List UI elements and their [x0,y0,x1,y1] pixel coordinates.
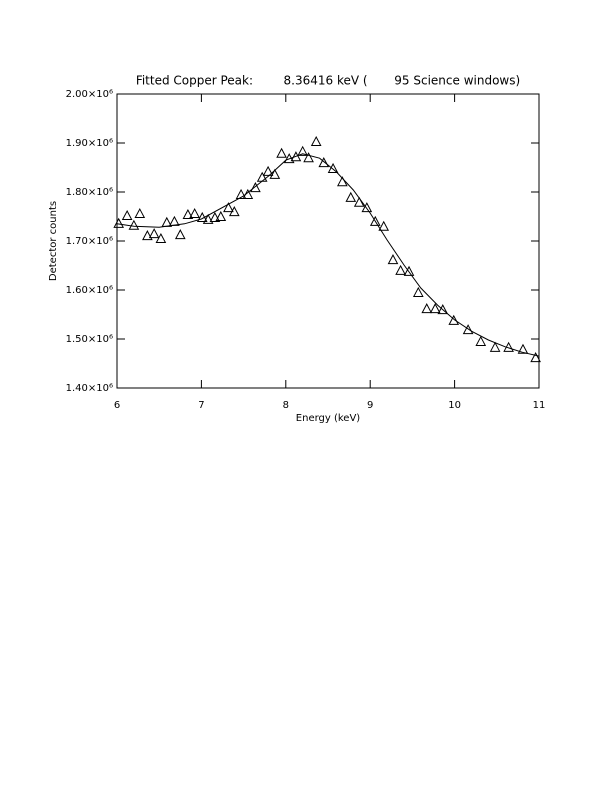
data-point [128,219,140,230]
data-point [318,157,330,168]
y-tick-label: 1.90×10⁶ [66,138,113,149]
data-point [148,228,160,239]
data-point [517,343,529,354]
data-point [262,165,274,176]
data-point [475,335,487,346]
data-point [202,213,214,224]
y-tick-label: 1.60×10⁶ [66,285,113,296]
data-point [462,324,474,335]
data-point [421,303,433,314]
data-point [361,202,373,213]
data-point [437,304,449,315]
data-point [174,229,186,240]
data-point [215,210,227,221]
data-point [303,152,314,163]
data-point [113,217,125,228]
data-point [378,220,390,231]
y-axis-label: Detector counts [48,201,59,281]
data-point [223,202,234,213]
y-tick-label: 1.70×10⁶ [66,236,113,247]
x-tick-label: 11 [533,400,546,411]
data-point [310,135,322,147]
data-point [530,352,541,363]
data-point [387,254,399,265]
data-point [228,206,240,217]
x-tick-label: 7 [198,400,204,411]
data-point [395,264,406,275]
data-point [250,182,261,193]
y-tick-label: 1.50×10⁶ [66,334,113,345]
data-point [276,147,287,158]
data-point [448,314,460,325]
y-tick-label: 1.40×10⁶ [66,383,113,394]
x-axis-label: Energy (keV) [296,413,361,424]
data-point [337,176,348,187]
data-point [403,265,415,276]
data-point [429,303,441,314]
data-point [297,145,309,156]
data-point [209,211,221,222]
data-point [182,208,194,220]
x-tick-label: 10 [448,400,461,411]
data-point [235,188,247,199]
data-point [134,207,146,219]
data-point [121,209,133,221]
data-point [290,151,302,162]
y-tick-label: 1.80×10⁶ [66,187,113,198]
data-point [189,207,200,219]
x-tick-label: 6 [114,400,120,411]
x-tick-label: 9 [367,400,373,411]
data-point [345,191,357,202]
data-point [353,196,365,207]
y-tick-label: 2.00×10⁶ [66,89,113,100]
data-point [269,168,281,179]
chart-title: Fitted Copper Peak: 8.36416 keV ( 95 Sci… [136,74,520,88]
data-point [489,341,501,352]
data-point [142,230,153,241]
x-tick-label: 8 [283,400,289,411]
data-point [155,232,167,244]
data-point [412,286,424,297]
data-point [369,215,381,226]
data-point [327,162,339,173]
fit-line [116,153,540,357]
